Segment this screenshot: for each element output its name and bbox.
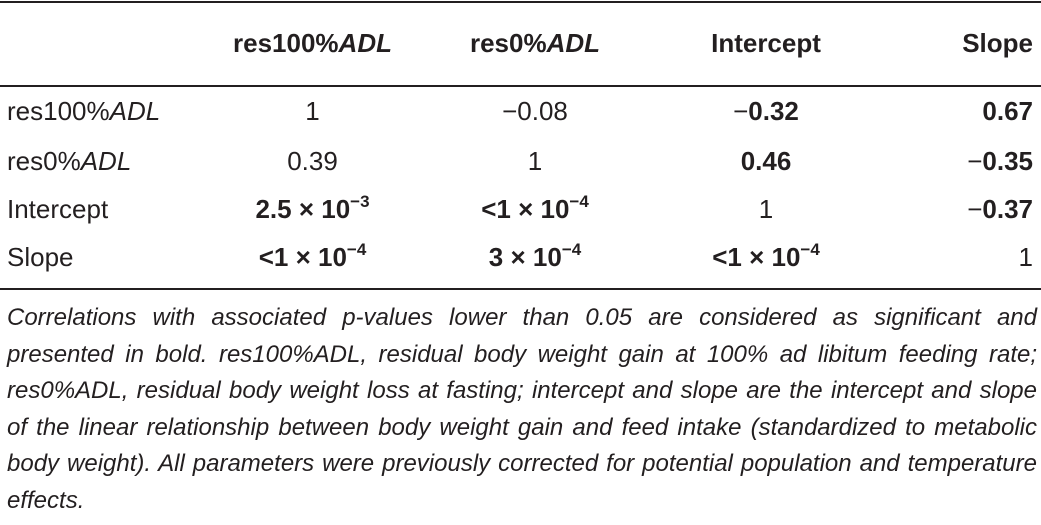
- table-cell: 1: [758, 193, 774, 224]
- table-cell: −0.08: [502, 95, 568, 126]
- table-cell: 0.46: [740, 145, 792, 176]
- table-cell: 3 × 10−4: [488, 239, 582, 272]
- table-cell: 1: [527, 145, 543, 176]
- table-footnote: Correlations with associated p-values lo…: [7, 304, 1037, 514]
- table-row: Slope <1 × 10−4 3 × 10−4 <1 × 10−4 1: [0, 233, 1041, 281]
- header-cell-intercept: Intercept: [711, 27, 821, 58]
- table-cell: <1 × 10−4: [481, 191, 589, 224]
- table-cell: <1 × 10−4: [258, 239, 367, 272]
- table-cell: 1: [1018, 241, 1033, 272]
- table-cell: −0.32: [733, 95, 799, 126]
- header-cell-res100: res100%ADL: [233, 27, 392, 58]
- table-cell: −0.37: [967, 193, 1033, 224]
- table-cell: 0.39: [287, 145, 338, 176]
- correlation-table: res100%ADL res0%ADL Intercept Slope res1…: [0, 1, 1041, 281]
- row-label: Intercept: [7, 193, 109, 224]
- table-row: res100%ADL 1 −0.08 −0.32 0.67: [0, 85, 1041, 137]
- row-label: res0%ADL: [7, 145, 132, 176]
- row-label: Slope: [7, 241, 74, 272]
- table-cell: 0.67: [982, 95, 1033, 126]
- table-header-row: res100%ADL res0%ADL Intercept Slope: [0, 1, 1041, 85]
- table-row: Intercept 2.5 × 10−3 <1 × 10−4 1 −0.37: [0, 185, 1041, 233]
- table-cell: −0.35: [967, 145, 1033, 176]
- table-cell: 1: [305, 95, 320, 126]
- header-cell-res0: res0%ADL: [469, 27, 601, 58]
- table-bottom-rule: [0, 288, 1041, 290]
- header-cell-slope: Slope: [962, 27, 1033, 58]
- header-cell-row-label: [0, 1, 210, 85]
- table-top-rule: [0, 1, 1041, 3]
- table-header-rule: [0, 85, 1041, 87]
- row-label: res100%ADL: [7, 95, 161, 126]
- table-cell: <1 × 10−4: [712, 239, 820, 272]
- table-row: res0%ADL 0.39 1 0.46 −0.35: [0, 137, 1041, 185]
- table-cell: 2.5 × 10−3: [255, 191, 370, 224]
